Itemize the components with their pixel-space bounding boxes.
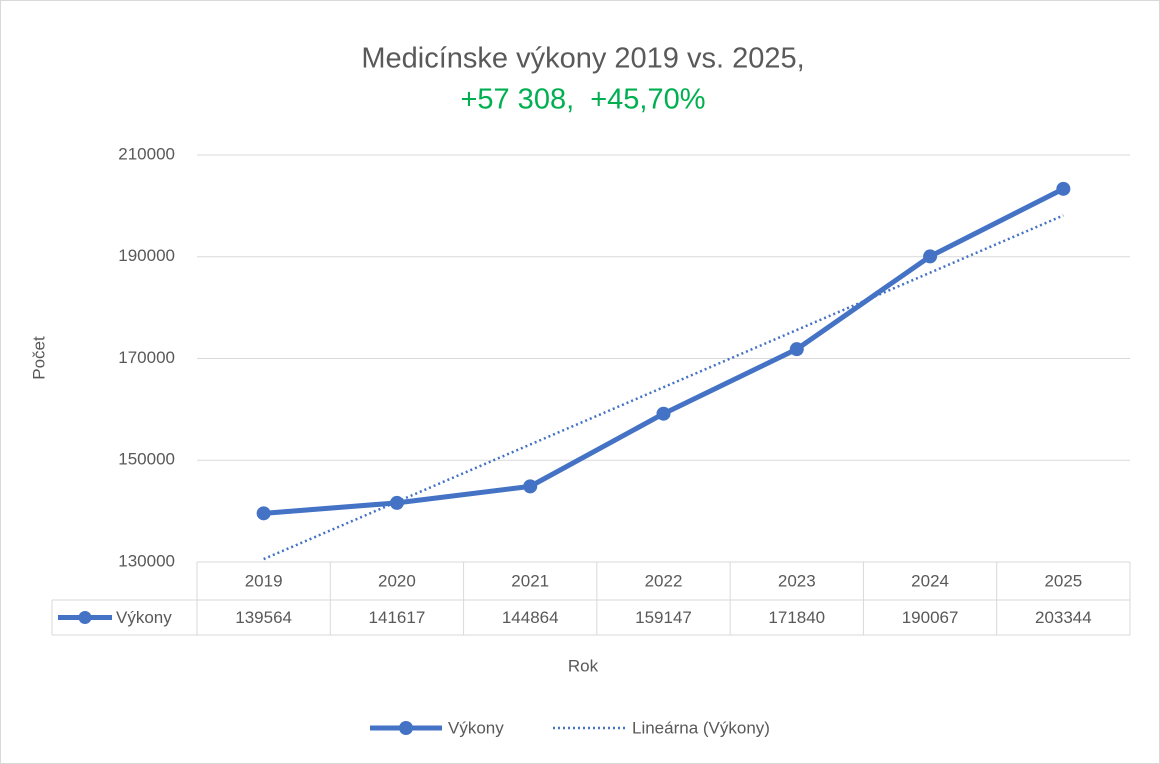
data-point [389,495,404,510]
legend-marker [399,721,413,735]
data-point [1056,181,1071,196]
data-point [256,506,271,521]
data-point [923,249,938,264]
x-tick-label: 2023 [778,571,816,590]
y-tick-label: 210000 [118,144,175,163]
y-tick-label: 130000 [118,551,175,570]
table-value: 139564 [235,608,292,627]
table-value: 159147 [635,608,692,627]
x-tick-label: 2020 [378,571,416,590]
y-tick-label: 170000 [118,348,175,367]
x-tick-label: 2025 [1044,571,1082,590]
legend-label: Výkony [448,718,504,737]
x-axis-label: Rok [568,656,599,675]
x-tick-label: 2019 [245,571,283,590]
table-value: 141617 [369,608,426,627]
legend-label: Lineárna (Výkony) [632,718,770,737]
y-tick-label: 150000 [118,450,175,469]
x-tick-label: 2021 [511,571,549,590]
data-point [523,479,538,494]
legend-key-marker [78,611,92,624]
table-value: 203344 [1035,608,1092,627]
x-tick-label: 2022 [645,571,683,590]
y-tick-label: 190000 [118,246,175,265]
chart-subtitle: +57 308, +45,70% [460,84,705,116]
x-tick-label: 2024 [911,571,949,590]
table-value: 171840 [768,608,825,627]
table-value: 144864 [502,608,559,627]
y-axis-label: Počet [29,336,48,380]
table-value: 190067 [902,608,959,627]
data-point [656,406,671,421]
table-series-name: Výkony [116,608,172,627]
chart-title: Medicínske výkony 2019 vs. 2025, [361,43,804,75]
data-point [789,342,804,357]
